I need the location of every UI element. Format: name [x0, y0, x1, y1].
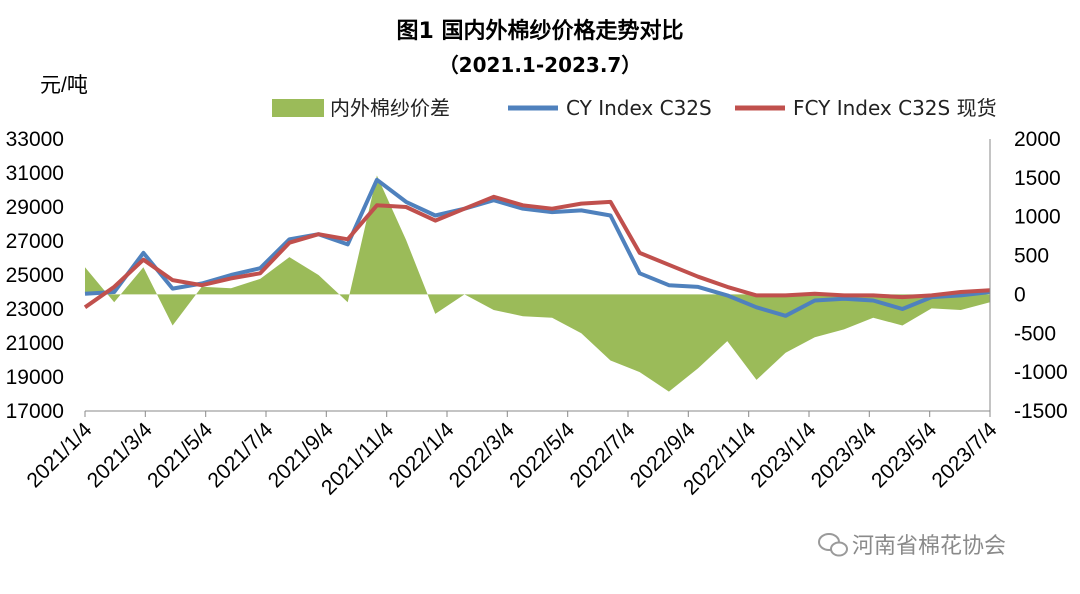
- legend-swatch-0: [272, 99, 324, 117]
- y-right-tick-2: -500: [1014, 322, 1056, 345]
- watermark: 河南省棉花协会: [818, 533, 1006, 559]
- legend-label-0: 内外棉纱价差: [330, 96, 450, 120]
- y-right-tick-3: 0: [1014, 283, 1026, 306]
- y-left-tick-8: 33000: [6, 128, 64, 151]
- x-tick-label-9: 2022/7/4: [565, 418, 639, 492]
- series-area-0: [85, 175, 990, 392]
- y-right-tick-7: 2000: [1014, 128, 1061, 151]
- y-right-tick-0: -1500: [1014, 400, 1068, 423]
- y-right-tick-5: 1000: [1014, 206, 1061, 229]
- x-tick-label-7: 2022/3/4: [445, 418, 519, 492]
- y-left-tick-5: 27000: [6, 230, 64, 253]
- y-right-tick-4: 500: [1014, 245, 1049, 268]
- watermark-text: 河南省棉花协会: [852, 534, 1006, 559]
- y-left-tick-2: 21000: [6, 332, 64, 355]
- y-left-tick-0: 17000: [6, 400, 64, 423]
- series-line-0: [84, 177, 991, 318]
- y-right-tick-1: -1000: [1014, 361, 1068, 384]
- chart-title: 图1 国内外棉纱价格走势对比: [397, 18, 684, 44]
- x-tick-label-6: 2022/1/4: [384, 418, 458, 492]
- legend: 内外棉纱价差 CY Index C32S FCY Index C32S 现货: [272, 96, 997, 120]
- legend-label-2: FCY Index C32S 现货: [793, 96, 997, 120]
- y-left-tick-3: 23000: [6, 298, 64, 321]
- chart-subtitle: （2021.1-2023.7）: [439, 53, 642, 77]
- y-left-tick-6: 29000: [6, 196, 64, 219]
- wechat-icon: [818, 533, 848, 557]
- series-line-1: [83, 194, 991, 309]
- x-tick-label-8: 2022/5/4: [505, 418, 579, 492]
- y-right-tick-6: 1500: [1014, 167, 1061, 190]
- x-tick-label-0: 2021/1/4: [22, 418, 96, 492]
- x-tick-label-2: 2021/5/4: [143, 418, 217, 492]
- y-axis-unit-label: 元/吨: [40, 74, 88, 97]
- y-left-tick-1: 19000: [6, 366, 64, 389]
- x-tick-label-1: 2021/3/4: [83, 418, 157, 492]
- plot-area: [83, 175, 991, 392]
- x-tick-label-3: 2021/7/4: [203, 418, 277, 492]
- x-tick-label-12: 2023/1/4: [746, 418, 820, 492]
- x-tick-label-13: 2023/3/4: [807, 418, 881, 492]
- y-left-tick-4: 25000: [6, 264, 64, 287]
- x-tick-label-14: 2023/5/4: [867, 418, 941, 492]
- y-left-tick-7: 31000: [6, 162, 64, 185]
- legend-label-1: CY Index C32S: [566, 96, 712, 120]
- x-tick-label-15: 2023/7/4: [927, 418, 1001, 492]
